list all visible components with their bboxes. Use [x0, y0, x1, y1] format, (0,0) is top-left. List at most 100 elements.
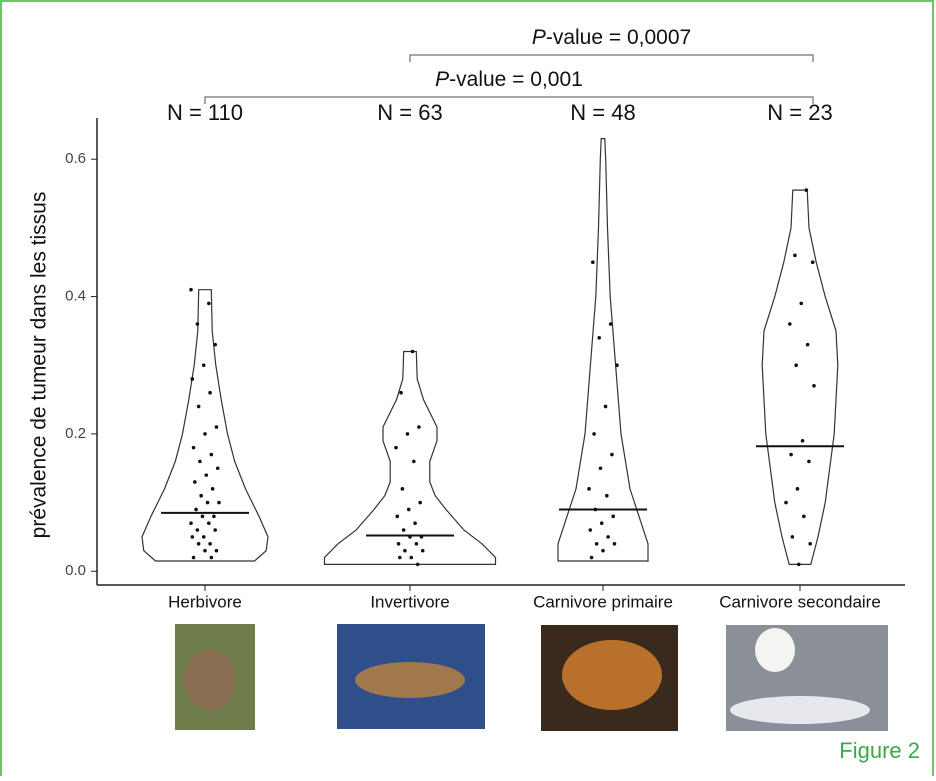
data-point [409, 555, 414, 560]
violin [141, 289, 269, 562]
p-value-bracket [409, 54, 814, 62]
data-point [196, 541, 201, 546]
data-point [394, 445, 398, 450]
data-point [194, 507, 198, 512]
figure-label: Figure 2 [839, 738, 920, 763]
data-point [403, 548, 407, 553]
n-label: N = 63 [377, 100, 442, 125]
data-point [400, 487, 405, 491]
data-point [217, 500, 221, 505]
data-point [790, 535, 795, 539]
data-point [399, 390, 403, 395]
data-point [420, 548, 425, 553]
data-point [207, 521, 211, 525]
n-label: N = 48 [570, 100, 635, 125]
data-point [789, 452, 793, 457]
data-point [195, 528, 200, 532]
y-tick-label: 0.6 [65, 150, 86, 167]
data-point [418, 500, 422, 505]
data-point [215, 466, 220, 471]
data-point [802, 514, 806, 519]
data-point [594, 541, 599, 546]
p-value-label: P-value = 0,001 [435, 68, 583, 91]
data-point [190, 377, 195, 381]
data-point [401, 528, 406, 532]
data-point [203, 548, 207, 553]
data-point [417, 425, 421, 429]
data-point [193, 480, 197, 484]
data-point [195, 322, 200, 326]
data-point [208, 541, 212, 546]
data-point [599, 521, 604, 525]
x-tick-label: Carnivore secondaire [719, 592, 881, 611]
data-point [204, 473, 209, 477]
data-point [788, 322, 792, 326]
x-tick-label: Invertivore [370, 592, 449, 611]
data-point [794, 363, 798, 368]
p-text: -value = 0,001 [449, 68, 583, 91]
data-point [414, 541, 419, 546]
data-point [795, 487, 800, 491]
y-axis-label: prévalence de tumeur dans les tissus [28, 192, 51, 539]
data-point [812, 384, 816, 388]
data-point [207, 301, 211, 306]
p-value-label: P-value = 0,0007 [532, 26, 691, 49]
data-point [601, 548, 605, 553]
data-point [205, 500, 210, 505]
photo-shape [184, 650, 236, 710]
data-point [196, 404, 201, 409]
data-point [201, 363, 206, 368]
data-point [592, 432, 596, 436]
data-point [398, 555, 402, 560]
data-point [199, 493, 203, 498]
data-point [603, 404, 608, 409]
data-point [191, 555, 196, 560]
data-point [208, 390, 212, 395]
data-point [799, 301, 804, 306]
data-point [612, 541, 617, 546]
p-text: -value = 0,0007 [546, 26, 691, 49]
data-point [412, 459, 416, 464]
data-point [406, 507, 411, 512]
data-point [597, 335, 601, 340]
data-point [189, 521, 193, 525]
photos [175, 624, 888, 731]
data-point [807, 459, 811, 464]
data-point [608, 322, 613, 326]
data-point [808, 541, 812, 546]
photo-shape [755, 628, 795, 672]
data-point [805, 342, 810, 347]
data-point [606, 535, 610, 539]
data-point [800, 438, 805, 443]
data-point [213, 342, 217, 347]
data-point [214, 425, 219, 429]
data-point [415, 562, 420, 567]
violin [323, 350, 497, 565]
data-point [209, 555, 214, 560]
data-point [209, 452, 214, 457]
y-tick-label: 0.4 [65, 288, 86, 305]
data-point [200, 514, 205, 519]
data-point [395, 514, 400, 519]
data-point [405, 432, 410, 436]
data-point [615, 363, 619, 368]
data-point [191, 445, 196, 450]
n-label: N = 23 [767, 100, 832, 125]
data-point [587, 487, 591, 491]
data-point [588, 528, 593, 532]
photo-shape [730, 696, 870, 724]
data-point [413, 521, 417, 525]
x-tick-label: Carnivore primaire [533, 592, 673, 611]
data-point [201, 535, 206, 539]
photo-shape [562, 640, 662, 710]
data-point [804, 188, 809, 192]
data-point [610, 452, 614, 457]
p-italic: P [435, 68, 449, 91]
data-point [214, 548, 219, 553]
data-point [796, 562, 801, 567]
violin [761, 189, 839, 565]
data-point [190, 535, 195, 539]
